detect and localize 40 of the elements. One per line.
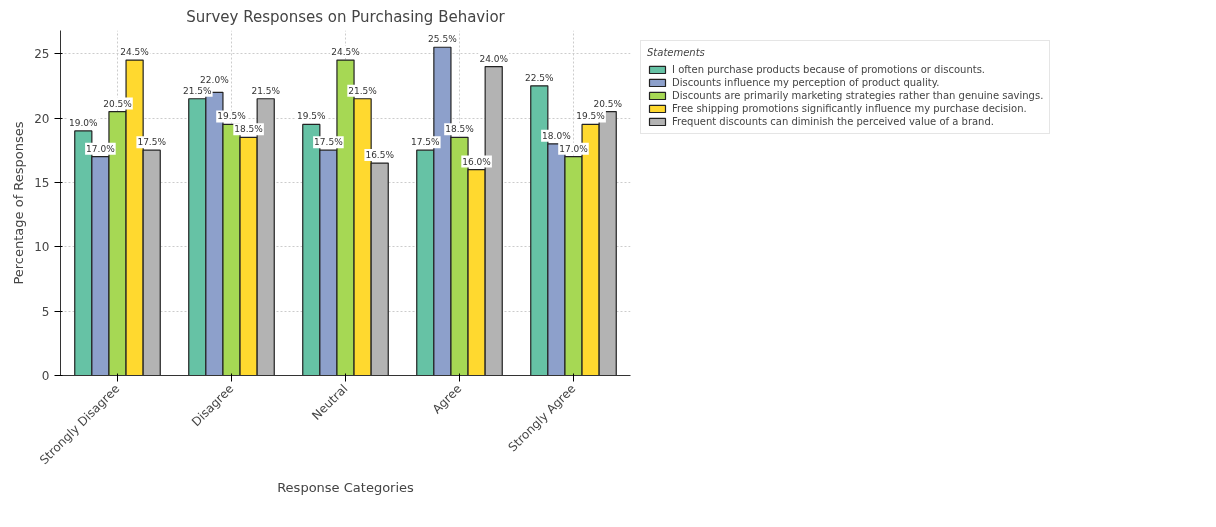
data-label: 22.5% [525,72,555,83]
data-label: 17.0% [86,143,116,154]
data-label: 16.0% [462,156,492,167]
legend-label: Discounts influence my perception of product quality. [672,76,940,88]
y-tick-label: 5 [41,304,50,319]
legend-title: Statements [647,47,706,58]
data-label: 19.0% [69,117,99,128]
data-label: 25.5% [428,34,458,45]
data-label: 18.0% [542,130,572,141]
data-label: 24.5% [331,47,361,58]
legend-label: Free shipping promotions significantly influence my purchase decision. [672,102,1027,114]
data-label: 21.5% [183,85,213,96]
y-tick-label: 20 [34,111,50,126]
data-label: 21.5% [251,85,281,96]
data-label: 19.5% [217,111,247,122]
data-label: 24.5% [120,47,150,58]
data-label: 21.5% [348,85,378,96]
data-label: 17.0% [559,143,589,154]
data-label: 17.5% [314,137,344,148]
data-label: 16.5% [365,150,395,161]
legend-label: Discounts are primarily marketing strategies rather than genuine savings. [672,89,1044,101]
data-label: 19.5% [576,111,606,122]
y-tick-label: 0 [41,369,50,383]
legend-label: Frequent discounts can diminish the perceived value of a brand. [672,115,994,127]
data-label: 17.5% [137,137,167,148]
chart-title: Survey Responses on Purchasing Behavior [186,7,506,26]
data-label: 20.5% [103,98,133,109]
y-tick-label: 25 [34,47,50,62]
data-label: 18.5% [445,124,475,135]
y-tick-label: 10 [34,240,50,255]
data-label: 18.5% [234,124,264,135]
data-label: 24.0% [479,53,509,64]
y-axis-title: Percentage of Responses [11,121,27,285]
legend-label: I often purchase products because of promotions or discounts. [672,63,986,75]
x-axis-title: Response Categories [277,480,415,496]
y-tick-label: 15 [34,175,50,190]
data-label: 19.5% [297,111,327,122]
data-label: 17.5% [411,137,441,148]
data-label: 22.0% [200,74,230,85]
data-label: 20.5% [593,98,623,109]
